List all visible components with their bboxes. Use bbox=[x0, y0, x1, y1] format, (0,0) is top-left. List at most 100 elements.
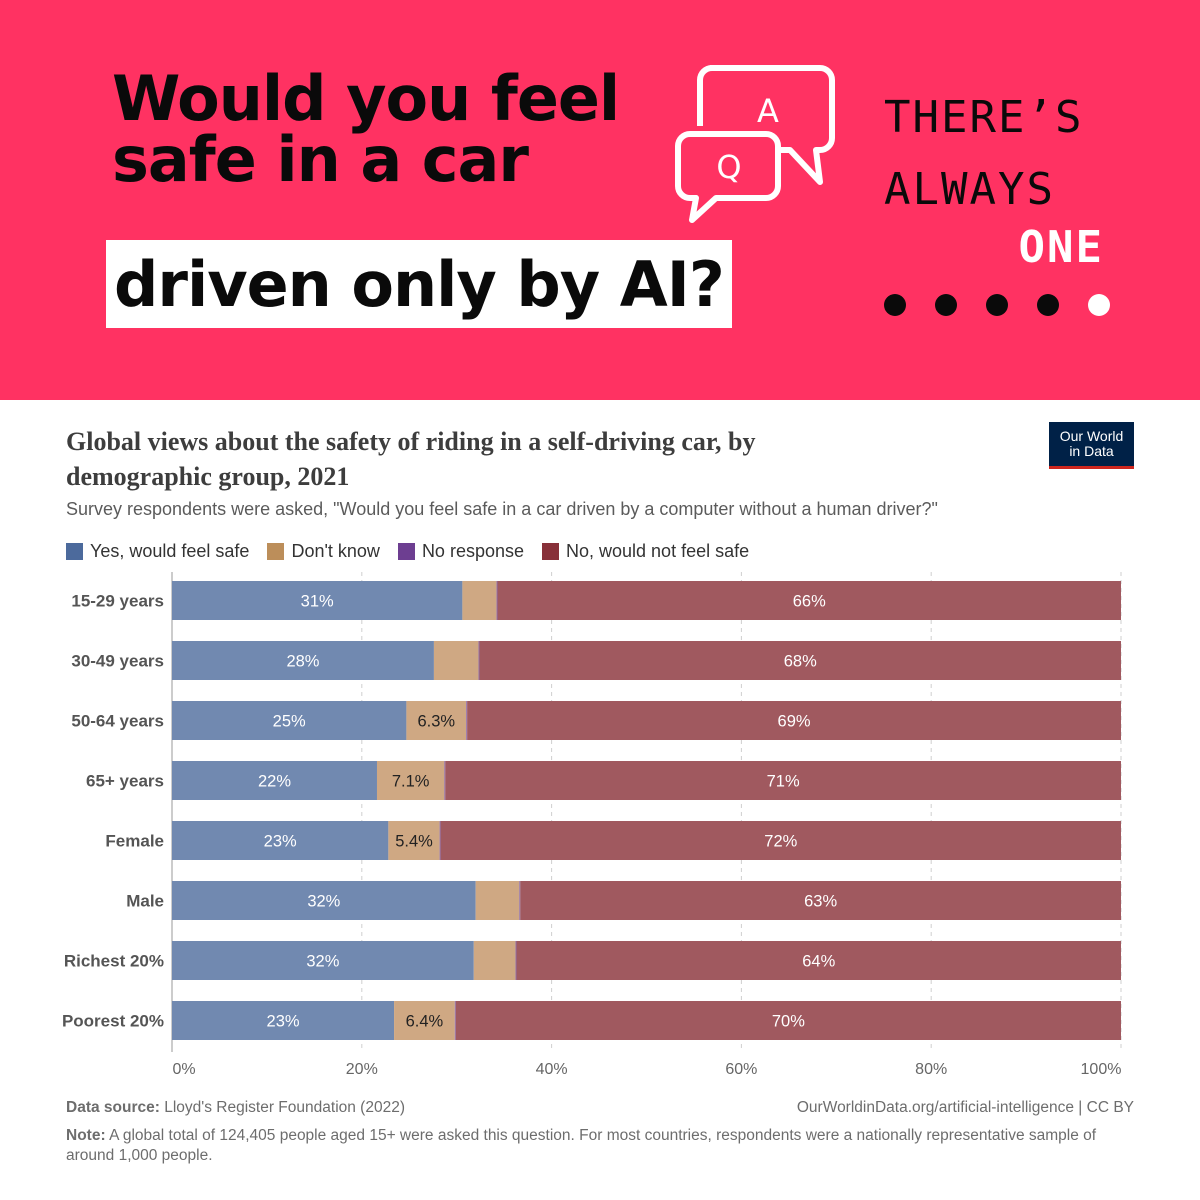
data-label: 23% bbox=[267, 1013, 300, 1031]
bar-segment bbox=[519, 881, 521, 920]
data-label: 68% bbox=[784, 653, 817, 671]
legend-swatch bbox=[267, 542, 285, 560]
brand-dot-1 bbox=[884, 294, 906, 316]
bar-segment bbox=[172, 641, 434, 680]
bar-segment bbox=[445, 761, 1121, 800]
owid-logo-line-1: Our World bbox=[1059, 428, 1124, 444]
brand-dot-4 bbox=[1037, 294, 1059, 316]
x-tick-label: 80% bbox=[915, 1061, 947, 1078]
data-label: 22% bbox=[258, 773, 291, 791]
bar-segment bbox=[516, 941, 1121, 980]
legend-swatch bbox=[542, 542, 559, 560]
brand-line-2: ALWAYS bbox=[884, 164, 1055, 215]
data-label: 71% bbox=[767, 773, 800, 791]
brand-line-3: ONE bbox=[1018, 222, 1104, 273]
headline-line-3: driven only by AI? bbox=[106, 240, 732, 328]
chart-note: Note: A global total of 124,405 people a… bbox=[66, 1126, 1134, 1166]
data-label: 32% bbox=[306, 953, 339, 971]
headline-line-2: safe in a car bbox=[112, 123, 529, 196]
bar-segment bbox=[467, 701, 1121, 740]
bar-segment bbox=[478, 641, 480, 680]
data-label: 70% bbox=[772, 1013, 805, 1031]
category-label: 65+ years bbox=[86, 772, 164, 791]
question-letter: Q bbox=[716, 148, 741, 186]
bar-segment bbox=[433, 641, 479, 680]
bar-segment bbox=[172, 581, 463, 620]
bar-segment bbox=[172, 941, 474, 980]
bar-segment bbox=[520, 881, 1121, 920]
bar-segment bbox=[172, 881, 476, 920]
bar-segment bbox=[479, 641, 1121, 680]
owid-logo-line-2: in Data bbox=[1069, 443, 1114, 459]
brand-line-1: THERE’S bbox=[884, 92, 1084, 143]
banner: Would you feel safe in a car driven only… bbox=[0, 0, 1200, 400]
bar-segment bbox=[444, 761, 446, 800]
x-tick-label: 20% bbox=[346, 1061, 378, 1078]
category-label: 30-49 years bbox=[71, 652, 164, 671]
data-label: 66% bbox=[793, 593, 826, 611]
data-source: Data source: Lloyd's Register Foundation… bbox=[66, 1099, 1134, 1117]
stacked-bar-chart: 0% 20% 40% 60% 80% 100% 15-29 years 31% 66% 30-49… bbox=[62, 572, 1122, 1078]
data-label: 28% bbox=[286, 653, 319, 671]
brand-dots bbox=[884, 294, 1110, 318]
note-text: A global total of 124,405 people aged 15… bbox=[66, 1127, 1097, 1164]
category-label: Female bbox=[105, 832, 164, 851]
bar-segment bbox=[440, 821, 1121, 860]
bar-segment bbox=[394, 1001, 455, 1040]
x-tick-label: 40% bbox=[536, 1061, 568, 1078]
data-source-label: Data source: bbox=[66, 1099, 160, 1116]
legend-item-2[interactable]: Don't know bbox=[267, 541, 380, 562]
category-label: Richest 20% bbox=[64, 952, 164, 971]
bar-segment bbox=[462, 581, 497, 620]
bar-segment bbox=[466, 701, 468, 740]
chart-legend: Yes, would feel safe Don't know No respons… bbox=[66, 540, 767, 562]
data-label: 5.4% bbox=[395, 833, 433, 851]
bar-segment bbox=[496, 581, 498, 620]
bar-segment bbox=[172, 761, 377, 800]
bar-segment bbox=[172, 701, 407, 740]
legend-item-4[interactable]: No, would not feel safe bbox=[542, 541, 749, 562]
source-url-link[interactable]: OurWorldinData.org/artificial-intelligen… bbox=[796, 1099, 1134, 1116]
legend-label: No, would not feel safe bbox=[566, 540, 750, 561]
chart-title: Global views about the safety of riding … bbox=[66, 427, 756, 491]
data-label: 31% bbox=[301, 593, 334, 611]
legend-swatch bbox=[66, 542, 83, 560]
category-label: 15-29 years bbox=[71, 592, 164, 611]
bar-segment bbox=[172, 1001, 395, 1040]
brand-dot-3 bbox=[986, 294, 1008, 316]
headline-line-1: Would you feel bbox=[112, 62, 620, 135]
legend-label: Yes, would feel safe bbox=[90, 540, 250, 561]
data-label: 64% bbox=[802, 953, 835, 971]
x-tick-label: 0% bbox=[172, 1061, 195, 1078]
data-source-text: Lloyd's Register Foundation (2022) bbox=[164, 1099, 405, 1116]
bar-segment bbox=[172, 821, 389, 860]
bar-segment bbox=[475, 881, 520, 920]
data-label: 7.1% bbox=[392, 773, 430, 791]
data-label: 72% bbox=[764, 833, 797, 851]
legend-item-3[interactable]: No response bbox=[397, 540, 524, 562]
answer-letter: A bbox=[757, 92, 779, 130]
bar-segment bbox=[406, 701, 467, 740]
chart-subtitle: Survey respondents were asked, "Would yo… bbox=[66, 499, 938, 519]
category-label: Poorest 20% bbox=[62, 1012, 164, 1031]
bar-segment bbox=[515, 941, 517, 980]
brand-dot-5 bbox=[1088, 294, 1110, 316]
bar-segment bbox=[497, 581, 1122, 620]
data-label: 6.4% bbox=[406, 1013, 444, 1031]
headline: Would you feel safe in a car driven only… bbox=[106, 62, 732, 328]
x-tick-label: 100% bbox=[1081, 1061, 1122, 1078]
legend-item-1[interactable]: Yes, would feel safe bbox=[66, 541, 249, 562]
data-label: 25% bbox=[273, 713, 306, 731]
owid-logo[interactable]: Our World in Data bbox=[1049, 422, 1134, 469]
data-label: 6.3% bbox=[417, 713, 455, 731]
bar-segment bbox=[454, 1001, 456, 1040]
category-label: Male bbox=[126, 892, 164, 911]
category-label: 50-64 years bbox=[71, 712, 164, 731]
x-tick-label: 60% bbox=[725, 1061, 757, 1078]
bar-segment bbox=[439, 821, 441, 860]
bar-segment bbox=[388, 821, 440, 860]
bar-segment bbox=[473, 941, 516, 980]
data-label: 69% bbox=[778, 713, 811, 731]
legend-label: No response bbox=[421, 540, 524, 561]
brand-dot-2 bbox=[935, 294, 957, 316]
